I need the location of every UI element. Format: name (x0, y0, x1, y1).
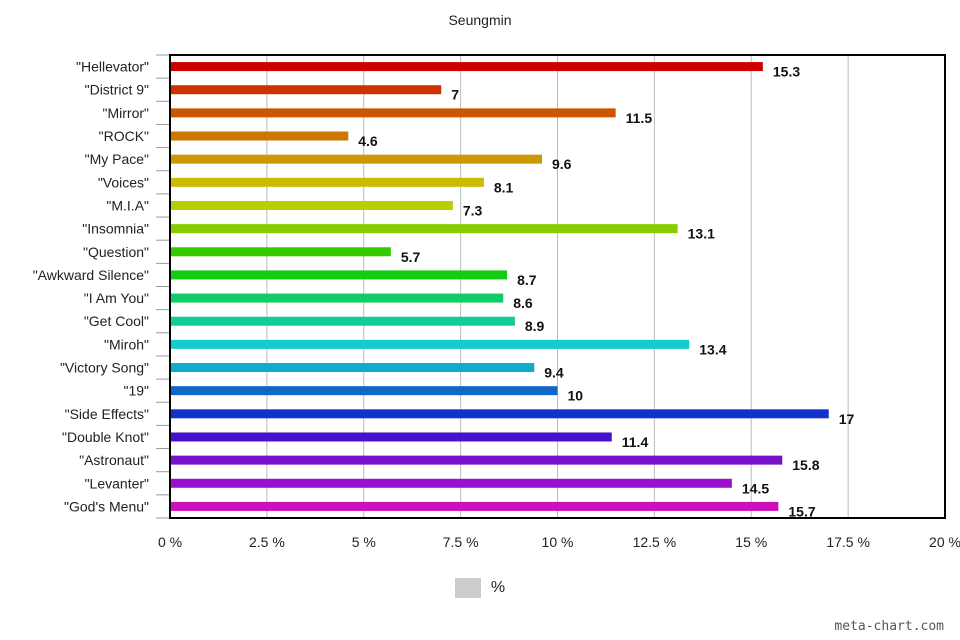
category-label: "Side Effects" (65, 406, 149, 422)
bar (170, 409, 829, 419)
bar (170, 247, 391, 257)
bar (170, 455, 783, 465)
category-label: "My Pace" (85, 151, 149, 167)
category-label: "ROCK" (99, 128, 149, 144)
legend: % (0, 578, 960, 598)
category-label: "Miroh" (104, 336, 149, 352)
data-label: 15.8 (792, 457, 819, 473)
data-label: 13.1 (688, 226, 715, 242)
bar (170, 62, 763, 72)
category-label: "M.I.A" (106, 197, 149, 213)
category-label: "Victory Song" (60, 360, 149, 376)
category-label: "Levanter" (85, 475, 149, 491)
data-label: 11.5 (626, 110, 653, 126)
bar (170, 501, 779, 511)
data-label: 15.7 (788, 503, 815, 519)
bar (170, 363, 535, 373)
category-label: "God's Menu" (64, 498, 149, 514)
data-label: 17 (839, 411, 855, 427)
bar (170, 432, 612, 442)
bar (170, 154, 542, 164)
category-label: "Get Cool" (84, 313, 149, 329)
x-tick-label: 20 % (929, 534, 960, 550)
bar (170, 339, 690, 349)
data-label: 15.3 (773, 64, 800, 80)
category-label: "I Am You" (84, 290, 149, 306)
data-label: 4.6 (358, 133, 378, 149)
bar (170, 224, 678, 234)
category-label: "Astronaut" (79, 452, 149, 468)
data-label: 8.9 (525, 318, 545, 334)
category-label: "Insomnia" (82, 221, 149, 237)
data-label: 10 (568, 388, 584, 404)
watermark: meta-chart.com (834, 619, 944, 634)
data-label: 14.5 (742, 480, 769, 496)
bar (170, 131, 349, 141)
data-label: 5.7 (401, 249, 421, 265)
bar (170, 270, 508, 280)
data-label: 9.6 (552, 156, 572, 172)
category-label: "District 9" (85, 82, 149, 98)
x-tick-label: 7.5 % (443, 534, 479, 550)
category-label: "Double Knot" (62, 429, 149, 445)
data-label: 9.4 (544, 365, 564, 381)
bar (170, 478, 732, 488)
x-tick-label: 15 % (735, 534, 767, 550)
data-label: 7.3 (463, 202, 483, 218)
data-label: 8.1 (494, 179, 514, 195)
x-tick-label: 2.5 % (249, 534, 285, 550)
bar (170, 386, 558, 396)
bar (170, 293, 504, 303)
bar (170, 108, 616, 118)
category-label: "Hellevator" (76, 59, 149, 75)
data-label: 8.7 (517, 272, 537, 288)
category-label: "Voices" (98, 174, 149, 190)
legend-label: % (490, 579, 506, 596)
x-tick-label: 0 % (158, 534, 182, 550)
category-label: "Mirror" (103, 105, 150, 121)
chart-title: Seungmin (448, 12, 512, 28)
bar (170, 85, 442, 95)
plot-border (169, 54, 946, 519)
bar (170, 316, 515, 326)
legend-swatch (454, 578, 481, 598)
x-tick-label: 17.5 % (826, 534, 870, 550)
data-label: 7 (451, 87, 459, 103)
bar (170, 200, 453, 210)
category-label: "19" (123, 383, 149, 399)
x-tick-label: 12.5 % (633, 534, 677, 550)
category-label: "Awkward Silence" (33, 267, 149, 283)
bar (170, 177, 484, 187)
x-tick-label: 5 % (352, 534, 376, 550)
data-label: 11.4 (622, 434, 649, 450)
data-label: 13.4 (699, 341, 726, 357)
x-tick-label: 10 % (542, 534, 574, 550)
data-label: 8.6 (513, 295, 533, 311)
category-label: "Question" (83, 244, 149, 260)
